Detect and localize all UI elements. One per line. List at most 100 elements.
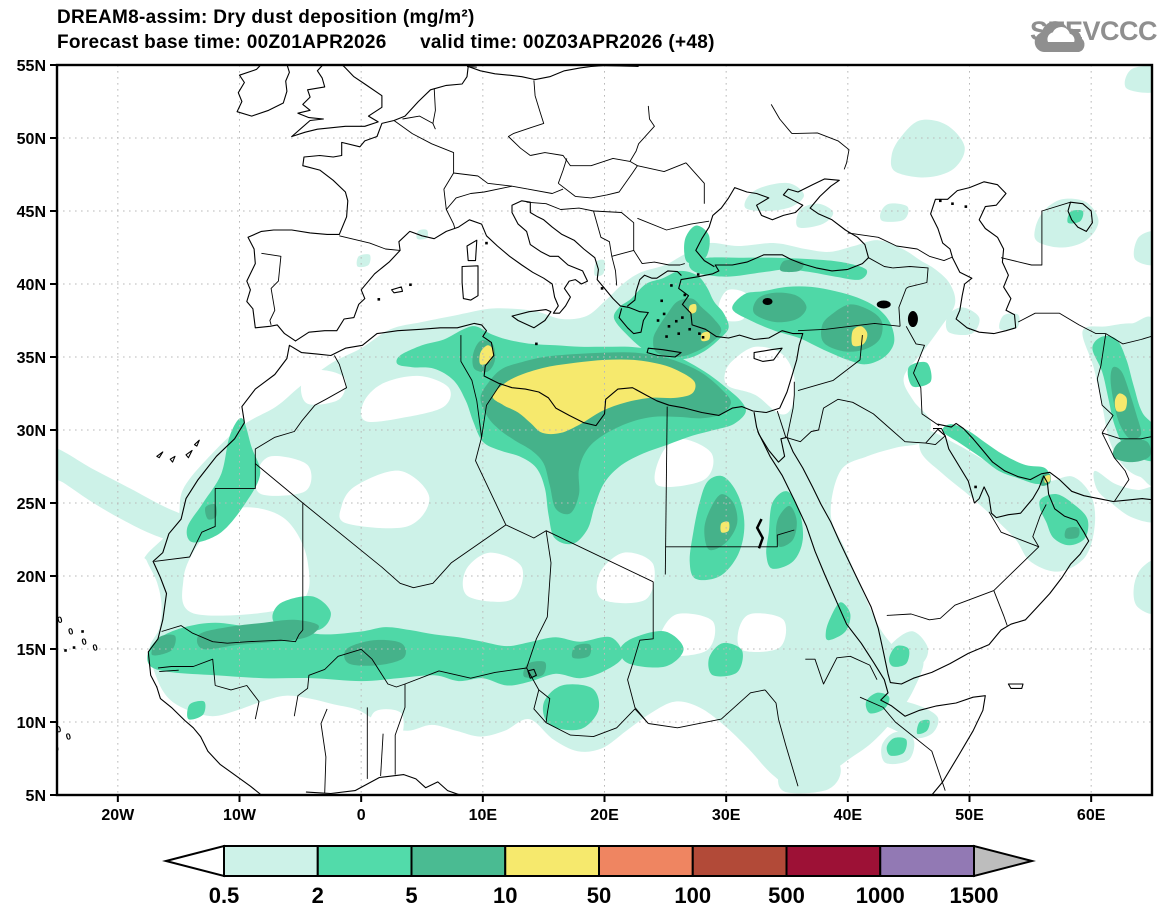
lat-tick-label: 10N — [17, 715, 46, 732]
lon-tick-label: 0 — [357, 807, 366, 824]
dust-region-level-w — [361, 375, 451, 422]
dust-region-level-c — [1133, 560, 1152, 614]
colorbar-label: 100 — [674, 883, 711, 907]
dust-region-level-g — [825, 602, 851, 641]
dust-deposition-regions — [57, 65, 1152, 794]
island-dots — [64, 199, 977, 652]
dust-region-level-w — [339, 470, 430, 529]
dust-region-level-d — [344, 639, 406, 666]
dust-region-level-g — [916, 719, 930, 735]
dust-region-level-w — [367, 709, 404, 743]
dust-region-level-d — [1112, 438, 1151, 463]
country-borders — [154, 65, 1152, 794]
lon-tick-label: 20E — [590, 807, 619, 824]
seevccc-cloud-icon — [1034, 21, 1085, 52]
colorbar-cell — [316, 845, 413, 877]
dust-region-level-g — [889, 645, 910, 667]
dust-region-level-w — [737, 613, 787, 653]
colorbar-cell — [504, 845, 600, 877]
axes: 20W 10W 0 10E 20E 30E 40E 50E 60E 5N 10N 15N 20N 25N 3… — [17, 58, 1106, 824]
page-title: DREAM8-assim: Dry dust deposition (mg/m²… — [57, 7, 475, 28]
lat-tick-label: 40N — [17, 277, 46, 294]
dust-region-level-c — [890, 119, 965, 178]
dust-region-level-y — [1114, 393, 1127, 412]
dust-region-level-c — [778, 744, 841, 794]
lat-tick-label: 55N — [17, 58, 46, 75]
dust-region-level-y — [700, 331, 711, 342]
dust-region-level-c — [356, 254, 371, 268]
dust-region-level-w — [654, 438, 714, 487]
lon-tick-label: 10E — [469, 807, 498, 824]
dust-region-level-g — [684, 225, 710, 264]
colorbar-label: 10 — [493, 883, 517, 907]
dust-region-level-y — [720, 521, 730, 533]
lat-tick-label: 50N — [17, 131, 46, 148]
dust-region-level-d — [653, 298, 722, 358]
colorbar-cell — [223, 845, 319, 877]
dust-region-level-c — [1034, 198, 1099, 248]
dust-region-level-y — [688, 304, 697, 314]
dust-region-level-d — [704, 494, 738, 551]
dust-region-level-g — [942, 424, 1051, 485]
dust-region-level-d — [196, 619, 319, 650]
coastlines — [147, 65, 1152, 795]
dust-region-level-y — [492, 359, 696, 435]
colorbar-label: 50 — [587, 883, 611, 907]
svg-text:0: 0 — [65, 731, 72, 742]
lat-tick-label: 5N — [26, 788, 46, 805]
colorbar-label: 5 — [405, 883, 417, 907]
dust-region-level-d — [821, 304, 883, 352]
lat-tick-label: 30N — [17, 423, 46, 440]
dust-region-level-g — [907, 361, 932, 388]
colorbar-cell — [879, 845, 975, 877]
lon-tick-label: 60E — [1077, 807, 1106, 824]
svg-text:0: 0 — [53, 743, 60, 754]
colorbar-label: 500 — [768, 883, 805, 907]
colorbar-cell — [785, 845, 882, 877]
colorbar-label: 1000 — [856, 883, 905, 907]
colorbar-cell — [598, 845, 694, 877]
svg-text:0: 0 — [91, 642, 98, 653]
dust-region-level-c — [880, 203, 909, 222]
dust-region-level-g — [688, 257, 868, 280]
dust-region-level-c — [1093, 470, 1152, 523]
lon-tick-label: 30E — [712, 807, 741, 824]
lon-tick-label: 10W — [223, 807, 257, 824]
svg-text:0: 0 — [80, 636, 87, 647]
lat-tick-label: 45N — [17, 204, 46, 221]
dust-region-level-g — [708, 642, 743, 677]
dust-region-level-c — [1124, 65, 1152, 93]
forecast-valid-time: Forecast base time: 00Z01APR2026 valid t… — [57, 32, 715, 53]
lon-tick-label: 20W — [101, 807, 135, 824]
lat-tick-label: 25N — [17, 496, 46, 513]
colorbar-cell — [691, 845, 788, 877]
dust-region-level-d — [753, 292, 807, 323]
lat-tick-label: 20N — [17, 569, 46, 586]
seevccc-logo: SEEVCCC — [1030, 16, 1158, 52]
colorbar-label: 0.5 — [209, 883, 240, 907]
dust-region-level-d — [1064, 526, 1080, 539]
dust-region-level-d — [571, 643, 592, 659]
lon-tick-label: 40E — [834, 807, 863, 824]
colorbar-legend: 0.5 2 5 10 50 100 500 1000 1500 — [162, 844, 1036, 907]
svg-text:0: 0 — [56, 614, 63, 625]
dust-region-level-g — [186, 418, 261, 543]
dust-region-level-d — [779, 259, 804, 273]
svg-text:0: 0 — [67, 626, 74, 637]
dust-region-level-c — [999, 313, 1020, 331]
lon-tick-label: 50E — [955, 807, 984, 824]
dust-region-level-c — [945, 307, 980, 336]
dust-region-level-y — [851, 326, 868, 347]
dust-region-level-c — [919, 429, 1096, 572]
dust-region-level-w — [724, 346, 795, 415]
colorbar-label: 2 — [312, 883, 324, 907]
dust-region-level-d — [775, 505, 797, 547]
dust-region-level-g — [187, 700, 206, 720]
dust-region-level-c — [744, 182, 805, 212]
dust-region-level-g — [542, 684, 600, 731]
lat-tick-label: 35N — [17, 350, 46, 367]
